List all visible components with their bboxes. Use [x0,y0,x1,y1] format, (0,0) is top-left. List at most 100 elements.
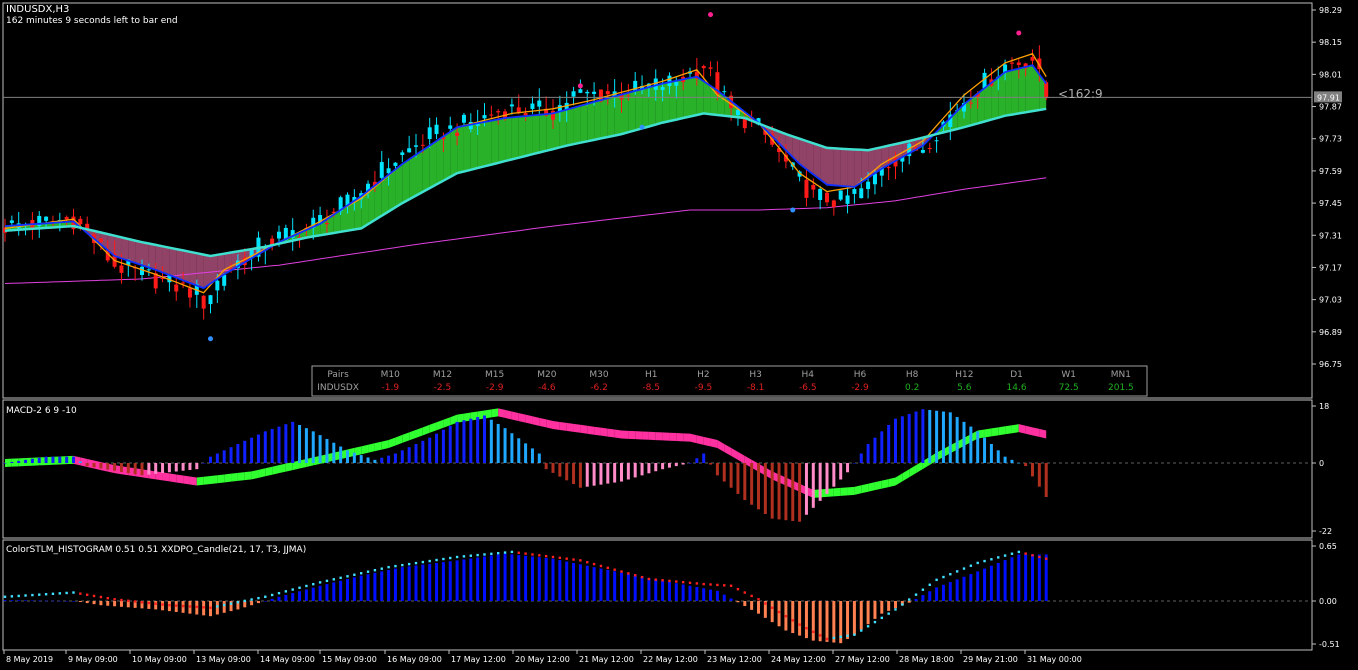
stlm-signal-dot [31,593,34,597]
macd-histogram-bar [736,463,740,494]
stlm-signal-dot [270,593,274,597]
price-axis-label: 97.03 [1319,296,1342,305]
macd-signal-band [1039,428,1047,439]
macd-signal-band [326,452,334,463]
macd-histogram-bar [387,455,391,463]
bear-candle [708,67,713,69]
ma-cloud-segment [895,142,903,161]
macd-signal-band [463,412,471,422]
time-axis-label: 16 May 09:00 [387,655,442,664]
stlm-signal-dot [805,626,808,630]
macd-signal-band [272,465,279,475]
macd-signal-band [518,413,526,423]
bull-candle [735,109,740,116]
bear-candle [783,154,788,162]
stlm-histogram-bar [983,568,987,601]
stlm-signal-dot [880,616,883,620]
macd-histogram-bar [428,437,432,463]
stlm-histogram-bar [620,572,623,601]
stlm-signal-dot [640,575,644,579]
ma-cloud-segment [450,127,458,177]
stlm-signal-dot [1024,552,1027,555]
stlm-signal-dot [860,629,863,632]
macd-histogram-bar [695,458,699,463]
macd-signal-band [833,487,841,497]
macd-signal-band [114,465,122,475]
stlm-signal-dot [908,598,911,601]
macd-histogram-bar [551,463,555,473]
price-panel[interactable]: 98.29 98.15 98.01 97.87 97.73 97.59 97.45 97.31… [2,2,1342,399]
stlm-signal-dot [442,557,445,561]
macd-signal-band [696,435,704,445]
long-moving-average-line [4,177,1047,284]
ma-cloud-segment [169,247,177,278]
bull-candle [482,115,487,119]
macd-histogram-bar [188,463,192,470]
macd-signal-band [196,476,204,486]
macd-histogram-bar [113,463,117,471]
bear-candle [831,200,836,207]
stlm-signal-dot [716,583,719,587]
stlm-signal-dot [661,579,664,582]
macd-histogram-bar [517,438,521,463]
stlm-signal-dot [825,637,829,641]
macd-signal-band [381,440,389,450]
macd-histogram-bar [866,444,870,463]
macd-signal-band [422,424,430,436]
ma-cloud-segment [422,145,430,192]
macd-panel[interactable]: 18 0 -22 [2,399,1332,539]
macd-histogram-bar [17,460,21,463]
macd-signal-band [224,473,232,483]
stlm-signal-dot [572,558,575,561]
stlm-signal-dot [558,556,562,560]
stlm-histogram-bar [839,601,843,644]
stlm-signal-dot [223,603,226,607]
bull-candle [962,103,966,112]
stlm-signal-dot [209,606,212,609]
stlm-histogram-bar [914,598,918,601]
macd-signal-band [299,459,307,469]
stlm-histogram-bar [654,579,658,601]
stlm-signal-dot [846,634,849,637]
macd-signal-band [888,477,896,488]
table-header-cell: D1 [1010,370,1023,380]
stlm-histogram-bar [955,579,959,601]
macd-signal-band [724,443,732,456]
table-header-cell: M30 [589,370,608,380]
stlm-histogram-bar [448,561,452,601]
macd-signal-band [744,455,752,468]
macd-signal-band [368,443,375,453]
stlm-histogram-bar [633,575,637,601]
time-axis-label: 8 May 2019 [6,655,53,664]
stlm-signal-dot [531,553,534,556]
macd-histogram-bar [496,423,500,463]
macd-histogram-bar [58,456,62,463]
stlm-histogram-bar [503,553,507,601]
macd-histogram-bar [859,453,863,463]
stlm-signal-dot [606,566,609,570]
stlm-histogram-bar [483,556,486,601]
ma-cloud-segment [580,103,588,143]
macd-signal-band [292,460,300,471]
macd-signal-band [505,409,512,420]
macd-histogram-bar [839,463,843,480]
macd-histogram-bar [421,440,425,463]
macd-signal-band [936,448,944,461]
stlm-histogram-bar [311,587,315,601]
time-axis-label: 31 May 00:00 [1027,655,1082,664]
ma-cloud-segment [326,214,334,235]
ma-cloud-segment [340,205,348,232]
stlm-histogram-bar [441,562,445,601]
macd-histogram-bar [928,409,932,463]
stlm-signal-dot [592,562,596,566]
stlm-histogram-bar [517,555,521,601]
macd-signal-band [52,456,60,465]
stlm-signal-dot [154,602,157,605]
stlm-histogram-bar [17,600,21,601]
bull-candle [400,152,405,156]
macd-frame [2,399,1313,539]
stlm-panel[interactable]: 0.65 0.00 -0.51 [2,539,1340,651]
macd-histogram-bar [24,459,28,463]
time-axis-label: 15 May 09:00 [322,655,377,664]
